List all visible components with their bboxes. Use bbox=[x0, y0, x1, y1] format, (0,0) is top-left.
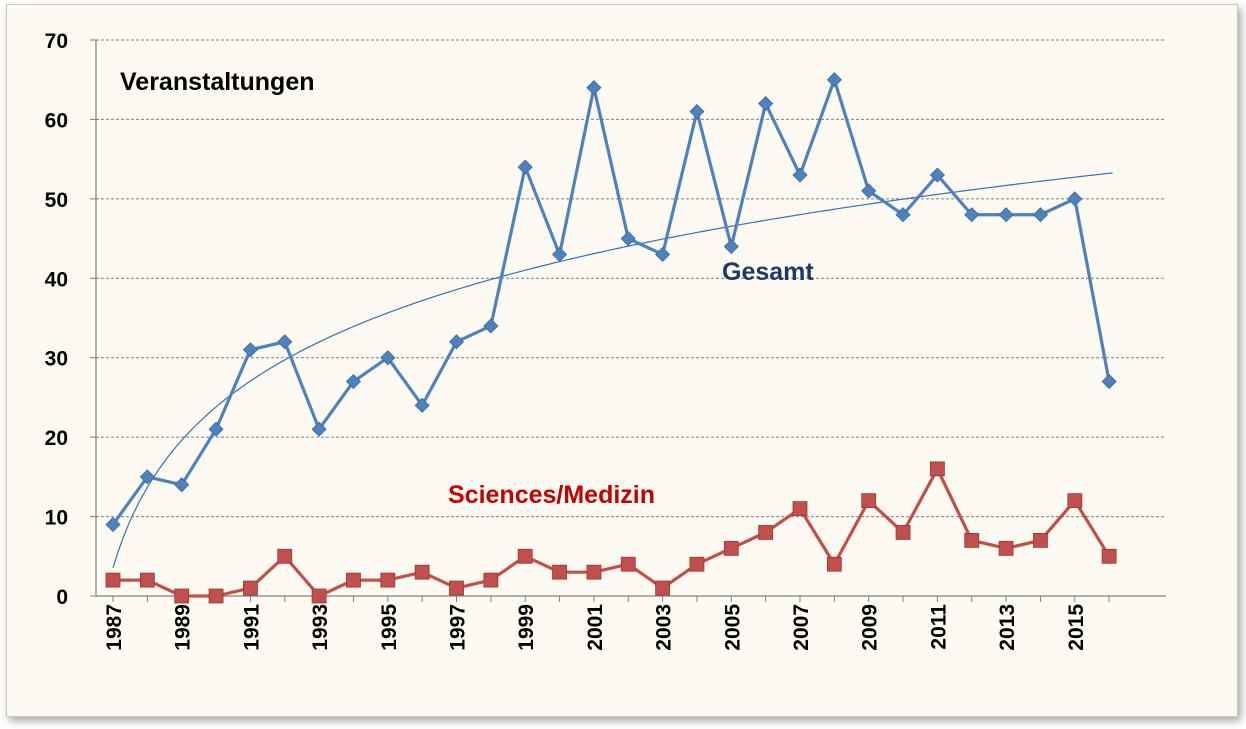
data-point bbox=[345, 373, 362, 390]
data-point bbox=[1033, 533, 1048, 548]
data-point bbox=[620, 556, 636, 572]
data-point bbox=[1067, 191, 1083, 207]
data-point bbox=[208, 588, 224, 604]
data-point bbox=[792, 167, 808, 183]
x-tick-label: 2013 bbox=[996, 604, 1019, 651]
data-point bbox=[655, 246, 671, 263]
x-tick-label: 2003 bbox=[653, 604, 676, 651]
x-tick-label: 2015 bbox=[1065, 604, 1088, 651]
data-point bbox=[208, 421, 224, 437]
data-point bbox=[964, 207, 980, 223]
data-point bbox=[242, 342, 258, 358]
y-tick-label: 10 bbox=[45, 507, 68, 530]
data-point bbox=[758, 525, 774, 540]
x-tick-label: 2011 bbox=[927, 604, 950, 650]
y-tick-labels: 0 10 20 30 40 50 60 70 bbox=[45, 30, 68, 609]
series-sciences-medizin bbox=[105, 461, 1117, 604]
y-tick-label: 0 bbox=[56, 586, 68, 609]
grid-lines bbox=[90, 39, 1166, 597]
x-tick-label: 2009 bbox=[859, 604, 882, 651]
x-tick-label: 1993 bbox=[309, 604, 332, 651]
data-point bbox=[277, 548, 293, 564]
data-point bbox=[1101, 373, 1117, 390]
data-point bbox=[242, 580, 258, 596]
data-point bbox=[929, 167, 945, 183]
data-point bbox=[311, 588, 327, 604]
data-point bbox=[483, 572, 499, 588]
data-point bbox=[998, 207, 1014, 223]
series-group bbox=[105, 72, 1117, 604]
data-point bbox=[586, 564, 602, 580]
series-label-sciences: Sciences/Medizin bbox=[448, 481, 655, 509]
data-point bbox=[861, 493, 877, 509]
data-point bbox=[552, 564, 567, 580]
data-point bbox=[139, 572, 155, 588]
data-point bbox=[414, 397, 430, 413]
x-tick-label: 1987 bbox=[103, 604, 126, 651]
y-tick-label: 30 bbox=[45, 348, 68, 371]
x-tick-label: 2007 bbox=[790, 604, 813, 651]
data-point bbox=[895, 525, 911, 540]
x-tick-label: 1999 bbox=[515, 604, 538, 651]
chart-title: Veranstaltungen bbox=[120, 68, 315, 96]
data-point bbox=[930, 461, 945, 477]
data-point bbox=[551, 246, 568, 263]
data-point bbox=[414, 564, 430, 580]
data-point bbox=[174, 588, 190, 604]
data-point bbox=[723, 540, 739, 556]
data-point bbox=[105, 516, 121, 533]
series-label-gesamt: Gesamt bbox=[722, 258, 814, 286]
x-tick-label: 1995 bbox=[378, 604, 401, 651]
x-tick-label: 2001 bbox=[584, 604, 607, 651]
data-point bbox=[346, 572, 361, 588]
data-point bbox=[895, 207, 911, 223]
x-tick-label: 1997 bbox=[447, 604, 470, 651]
data-point bbox=[174, 477, 190, 493]
data-point bbox=[964, 533, 980, 548]
axes bbox=[95, 40, 1166, 602]
series-line bbox=[111, 78, 1111, 526]
data-point bbox=[517, 159, 533, 175]
x-tick-labels: 1987 1989 1991 1993 1995 1997 1999 2001 2003 2005… bbox=[103, 604, 1088, 651]
trendline-path bbox=[112, 172, 1113, 568]
data-point bbox=[689, 103, 705, 120]
data-point bbox=[277, 334, 293, 350]
y-tick-label: 60 bbox=[45, 109, 68, 132]
data-point bbox=[689, 556, 705, 572]
data-point bbox=[1067, 493, 1083, 509]
data-point bbox=[758, 95, 774, 112]
data-point bbox=[998, 540, 1014, 556]
x-tick-label: 1991 bbox=[240, 604, 263, 651]
y-tick-label: 20 bbox=[45, 427, 68, 450]
data-point bbox=[1101, 548, 1117, 564]
data-point bbox=[517, 548, 533, 564]
trendline bbox=[112, 172, 1113, 568]
y-tick-label: 70 bbox=[45, 30, 68, 53]
data-point bbox=[139, 469, 155, 485]
data-point bbox=[620, 231, 636, 247]
data-point bbox=[380, 572, 396, 588]
y-tick-label: 40 bbox=[45, 268, 68, 291]
data-point bbox=[826, 72, 842, 88]
x-tick-label: 1989 bbox=[172, 604, 195, 651]
x-tick-label: 2005 bbox=[721, 604, 744, 651]
data-point bbox=[723, 238, 739, 255]
data-point bbox=[311, 421, 327, 437]
data-point bbox=[792, 501, 808, 517]
data-point bbox=[826, 556, 842, 572]
data-point bbox=[1032, 207, 1049, 223]
data-point bbox=[483, 318, 499, 334]
data-point bbox=[586, 80, 602, 96]
data-point bbox=[861, 183, 877, 199]
data-point bbox=[380, 350, 396, 366]
y-tick-label: 50 bbox=[45, 189, 68, 212]
series-gesamt bbox=[105, 72, 1117, 533]
data-point bbox=[449, 580, 464, 596]
data-point bbox=[105, 572, 121, 588]
data-point bbox=[448, 334, 465, 350]
data-point bbox=[655, 580, 670, 596]
